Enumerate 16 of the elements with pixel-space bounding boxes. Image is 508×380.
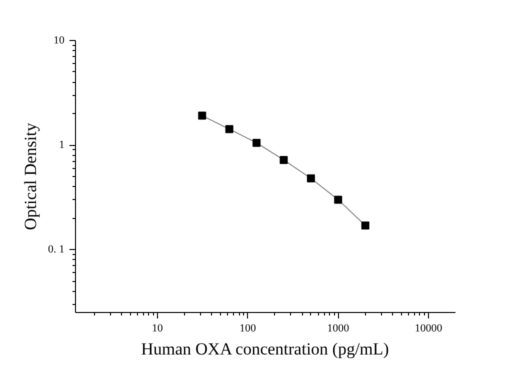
point bbox=[280, 156, 288, 164]
x-axis-title: Human OXA concentration (pg/mL) bbox=[141, 340, 389, 358]
y-tick-label: 1 bbox=[59, 139, 64, 152]
y-tick-label: 0. 1 bbox=[48, 244, 64, 256]
x-tick-label: 1000 bbox=[327, 322, 350, 334]
x-tick-label: 10 bbox=[152, 322, 164, 334]
y-axis-title: Optical Density bbox=[21, 122, 40, 230]
point bbox=[225, 125, 234, 134]
point bbox=[198, 112, 206, 120]
point bbox=[334, 196, 342, 204]
point bbox=[306, 174, 315, 182]
x-tick-label: 100 bbox=[240, 322, 257, 334]
y-tick-label: 10 bbox=[54, 34, 65, 46]
x-tick-label: 10000 bbox=[414, 322, 443, 334]
point bbox=[252, 138, 261, 147]
point bbox=[361, 221, 370, 230]
